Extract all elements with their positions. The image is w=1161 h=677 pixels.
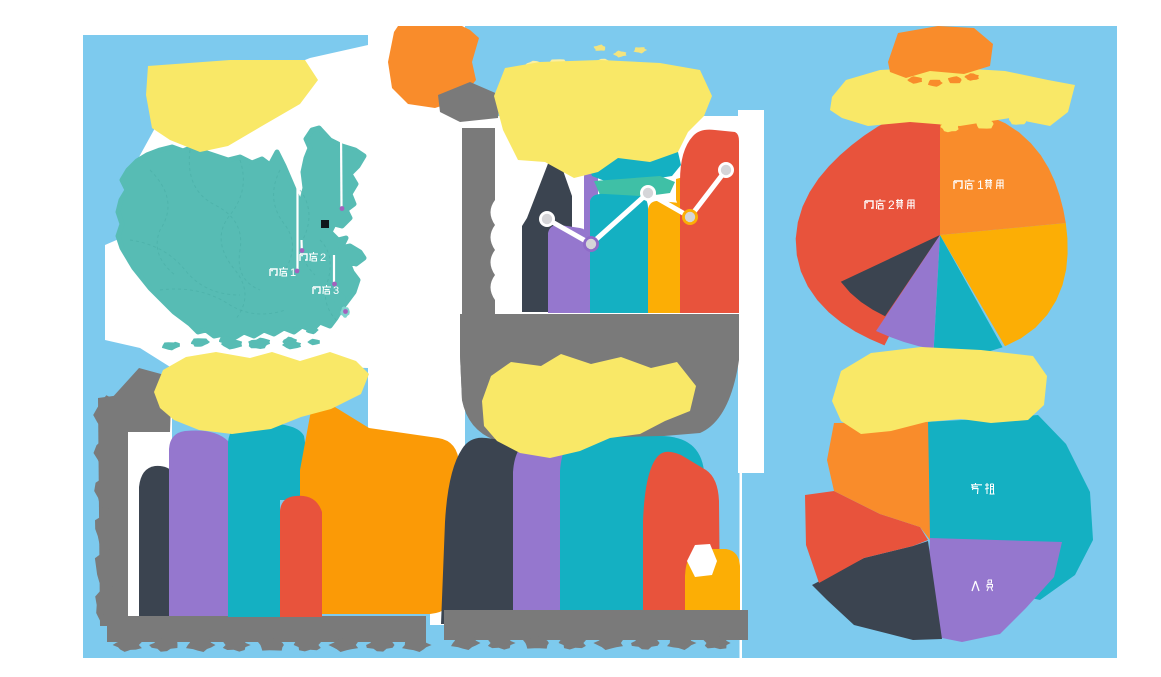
svg-text:2: 2 — [888, 198, 895, 212]
svg-text:1: 1 — [977, 178, 984, 192]
svg-text:2: 2 — [320, 252, 326, 264]
svg-text:3: 3 — [333, 285, 339, 297]
svg-text:1: 1 — [290, 267, 296, 279]
